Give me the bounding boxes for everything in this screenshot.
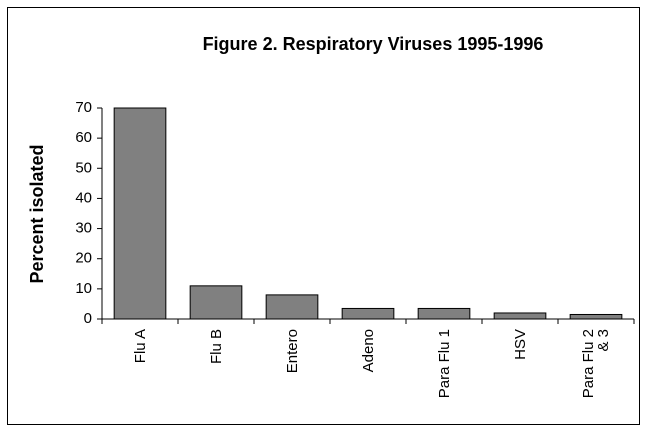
y-axis-label: Percent isolated [27, 144, 47, 283]
bar [569, 313, 623, 320]
x-tick-label: HSV [511, 329, 529, 360]
chart-border [7, 7, 640, 425]
y-tick-label: 30 [75, 220, 92, 237]
y-tick-label: 60 [75, 129, 92, 146]
x-tick-label: Flu A [131, 329, 149, 364]
chart-title: Figure 2. Respiratory Viruses 1995-1996 [203, 34, 544, 54]
bar [417, 307, 471, 320]
x-tick-label: Flu B [207, 329, 225, 365]
bar [265, 294, 319, 320]
x-tick-label: Para Flu 2 & 3 [580, 329, 612, 399]
x-tick-label: Adeno [359, 329, 377, 373]
bar [493, 312, 547, 320]
y-tick-label: 20 [75, 250, 92, 267]
x-tick-label: Entero [283, 329, 301, 374]
bar [113, 107, 167, 320]
x-tick-label: Para Flu 1 [435, 329, 453, 399]
y-tick-label: 50 [75, 159, 92, 176]
y-tick-label: 40 [75, 189, 92, 206]
y-tick-label: 70 [75, 99, 92, 116]
bar [341, 307, 395, 320]
y-tick-label: 0 [84, 310, 92, 327]
y-tick-label: 10 [75, 280, 92, 297]
bar [189, 285, 243, 320]
